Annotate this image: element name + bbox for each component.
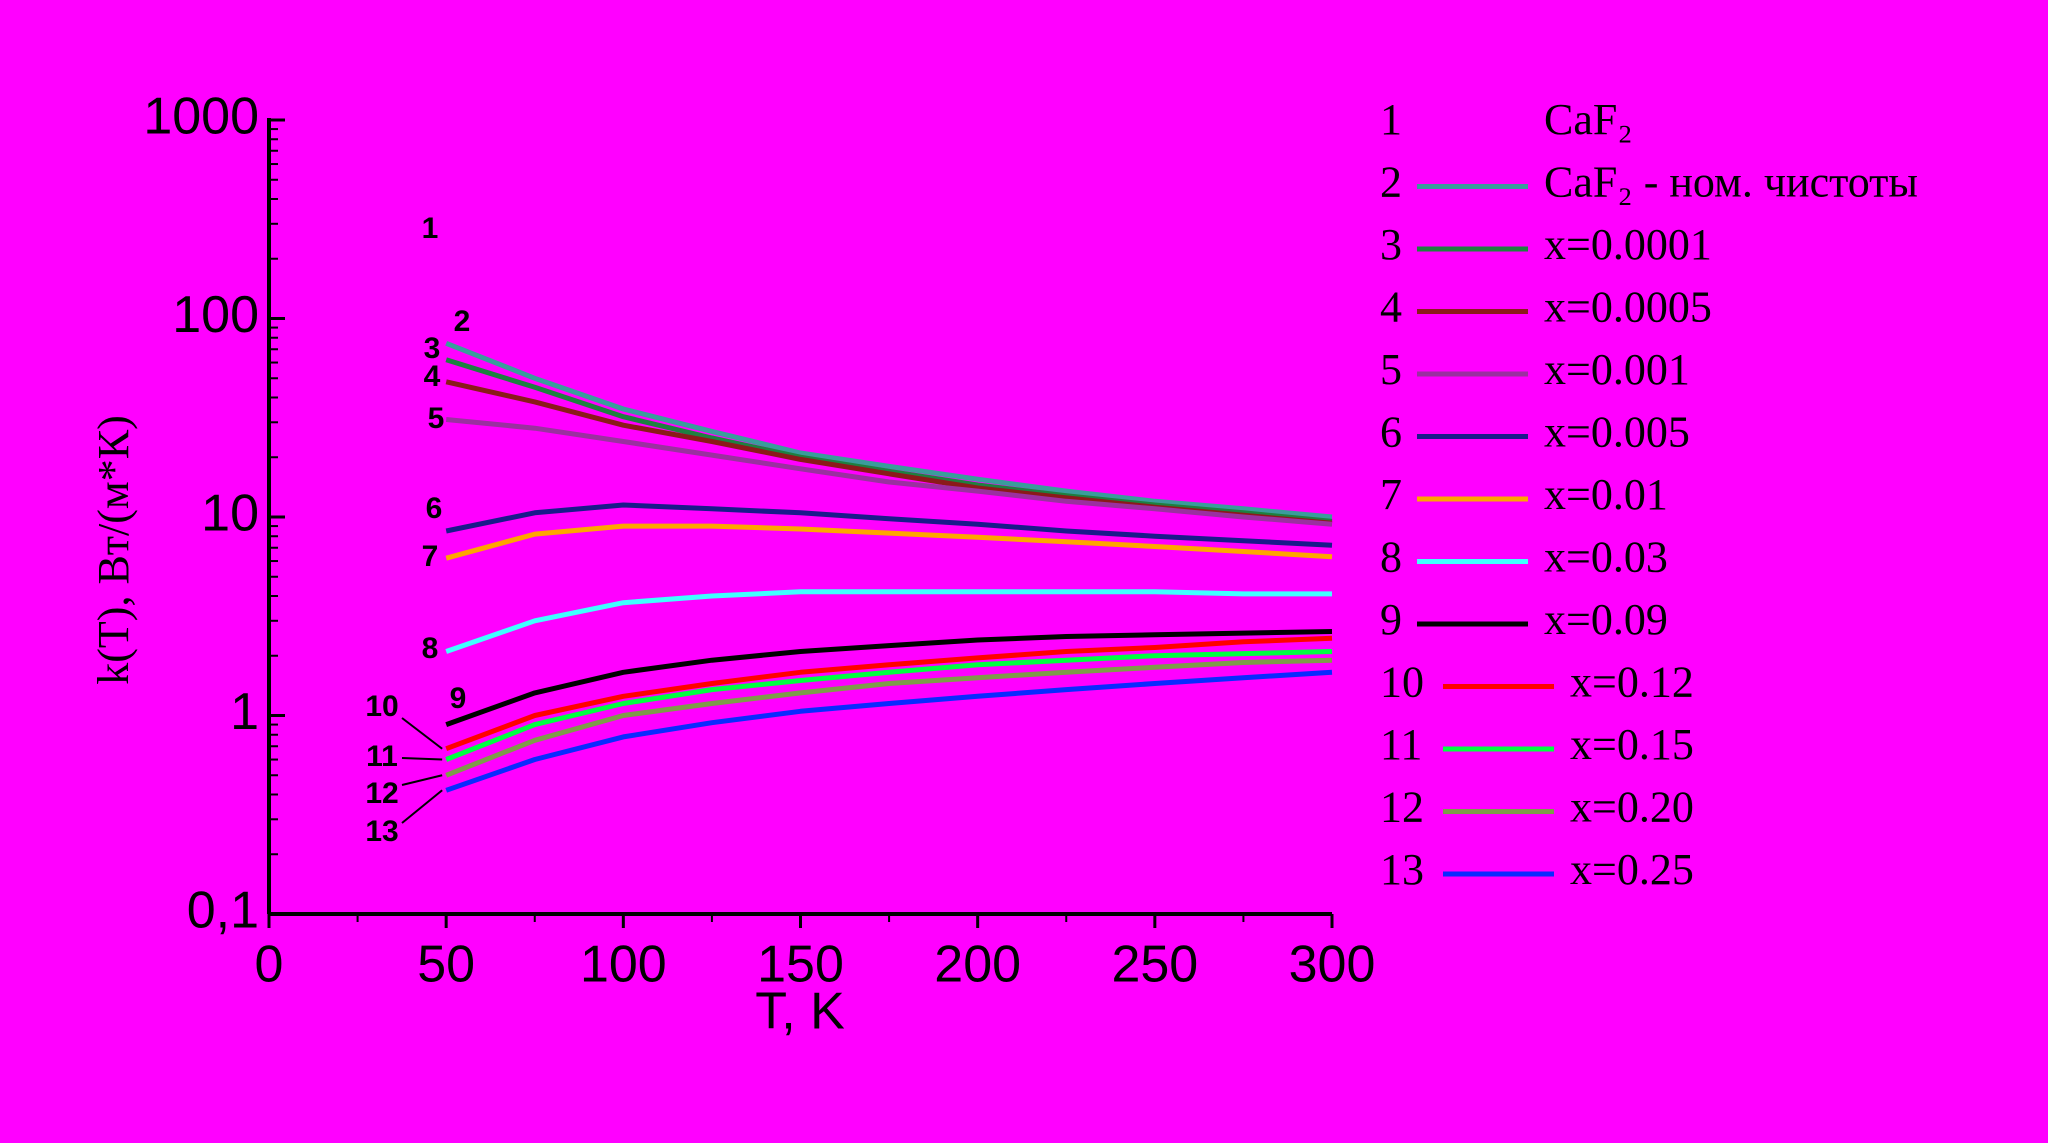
legend-label: CaF₂: [1544, 95, 1633, 144]
x-axis-title: T, K: [755, 983, 845, 1041]
curve-label: 3: [424, 332, 441, 365]
curve-label: 7: [422, 540, 439, 573]
x-tick-label: 150: [757, 936, 844, 994]
series-line: [445, 502, 1333, 548]
legend-label: x=0.005: [1544, 408, 1690, 457]
legend-label: x=0.0001: [1544, 220, 1712, 269]
y-tick-label: 10: [201, 485, 259, 543]
legend-number: 13: [1380, 845, 1424, 894]
legend-number: 8: [1380, 533, 1402, 582]
legend-number: 10: [1380, 658, 1424, 707]
legend-number: 9: [1380, 595, 1402, 644]
curve-label: 2: [454, 305, 471, 338]
curve-label: 13: [365, 815, 398, 848]
curve-label: 11: [366, 740, 398, 773]
curve-label: 1: [422, 212, 439, 245]
legend-label: x=0.001: [1544, 345, 1690, 394]
legend-label: x=0.01: [1544, 470, 1668, 519]
legend-number: 11: [1380, 720, 1422, 769]
series-line: [445, 417, 1333, 527]
series-line: [445, 357, 1333, 524]
x-tick-label: 100: [580, 936, 667, 994]
curve-label: 4: [424, 360, 441, 393]
legend-number: 7: [1380, 470, 1402, 519]
curve-label: 8: [422, 632, 439, 665]
x-tick-label: 300: [1289, 936, 1376, 994]
legend-number: 6: [1380, 408, 1402, 457]
curve-label: 10: [365, 690, 398, 723]
y-tick-label: 1: [230, 683, 259, 741]
legend-label: x=0.0005: [1544, 283, 1712, 332]
curve-label: 6: [426, 492, 443, 525]
x-tick-label: 0: [255, 936, 284, 994]
legend-label: x=0.03: [1544, 533, 1668, 582]
series-line: [445, 649, 1333, 762]
legend-label: x=0.09: [1544, 595, 1668, 644]
y-tick-label: 0,1: [187, 882, 259, 940]
legend-number: 3: [1380, 220, 1402, 269]
leader-line: [401, 757, 443, 761]
legend-label: CaF₂ - ном. чистоты: [1544, 158, 1918, 207]
legend-label: x=0.20: [1570, 783, 1694, 832]
series-line: [445, 635, 1333, 752]
legend-label: x=0.12: [1570, 658, 1694, 707]
leader-line: [401, 717, 443, 750]
y-tick-label: 100: [172, 286, 259, 344]
series-line: [445, 340, 1333, 520]
series-line: [445, 657, 1333, 778]
series-line: [445, 589, 1332, 654]
y-axis-title: k(T), Вт/(м*К): [89, 415, 138, 684]
legend-label: x=0.25: [1570, 845, 1694, 894]
legend-number: 4: [1380, 283, 1402, 332]
series-line: [445, 629, 1333, 727]
legend-number: 1: [1380, 95, 1402, 144]
x-tick-label: 250: [1111, 936, 1198, 994]
leader-line: [401, 774, 443, 786]
x-tick-label: 50: [417, 936, 475, 994]
legend-number: 12: [1380, 783, 1424, 832]
leader-line: [401, 789, 443, 824]
x-tick-label: 200: [934, 936, 1021, 994]
series-line: [445, 669, 1333, 793]
legend-number: 5: [1380, 345, 1402, 394]
curve-label: 9: [450, 682, 467, 715]
curve-label: 5: [428, 402, 445, 435]
y-tick-label: 1000: [143, 88, 259, 146]
legend-label: x=0.15: [1570, 720, 1694, 769]
series-line: [445, 523, 1333, 561]
curve-label: 12: [365, 777, 398, 810]
legend-number: 2: [1380, 158, 1402, 207]
